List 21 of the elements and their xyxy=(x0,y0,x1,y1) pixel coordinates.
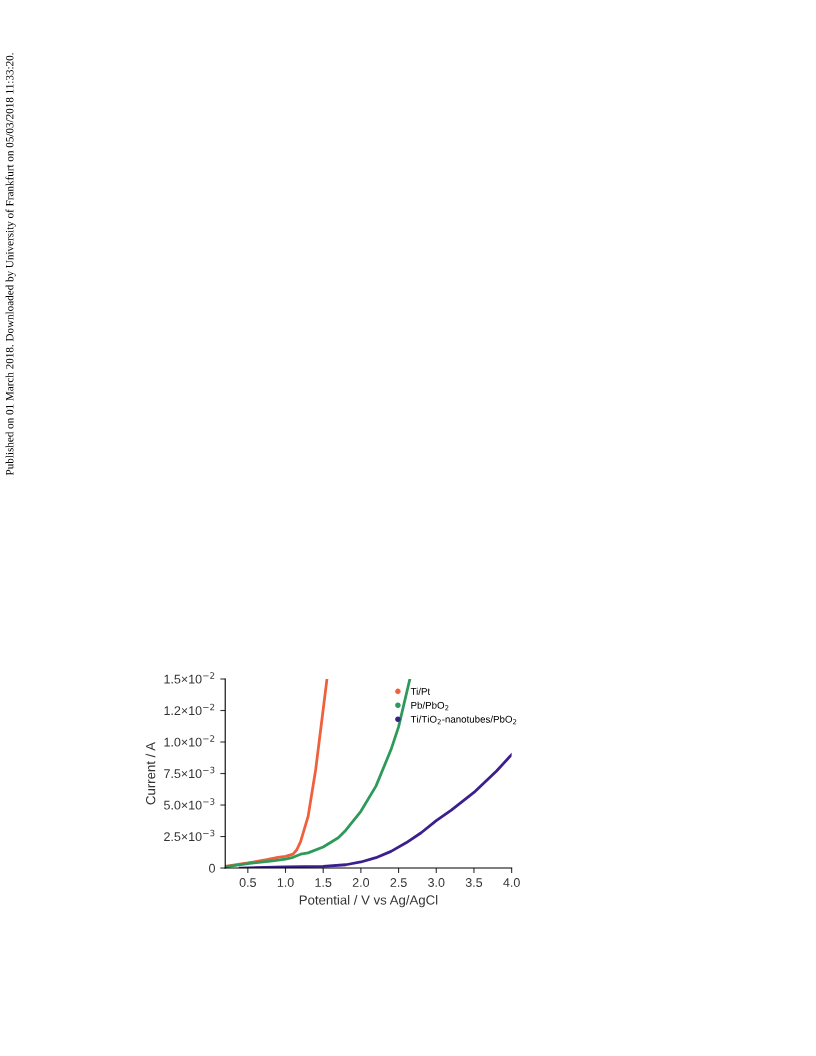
x-tick-label: 4.0 xyxy=(503,878,520,887)
x-tick-label: 1.5 xyxy=(315,878,332,887)
y-tick-label: 1.2×10$^{−2}$ xyxy=(164,703,215,716)
x-tick-label: 3.0 xyxy=(428,878,445,887)
y-tick-label: 5.0×10$^{−3}$ xyxy=(163,798,215,810)
x-tick-label: 0.5 xyxy=(239,878,256,887)
y-axis-title: Current / A xyxy=(145,742,156,805)
y-tick-label: 1.5×10$^{−2}$ xyxy=(164,672,215,684)
legend-label: Ti/TiO$_{2}$-nanotubes/PbO$_{2}$ xyxy=(410,715,517,725)
text: Published on 01 March 2018. Downloaded by University of Frankfurt on 05/03/2018 11:33:20. xyxy=(5,53,16,476)
y-tick-label: 7.5×10$^{−3}$ xyxy=(164,766,215,779)
y-tick-label: 1.0×10$^{−2}$ xyxy=(164,735,215,747)
legend-label: Ti/Pt xyxy=(410,687,431,695)
y-tick-label: 0 xyxy=(209,863,216,873)
x-axis-title: Potential / V vs Ag/AgCl xyxy=(299,894,438,908)
x-tick-label: 3.5 xyxy=(465,878,483,887)
x-tick-label: 1.0 xyxy=(277,878,294,887)
legend-label: Pb/PbO$_{2}$ xyxy=(411,701,449,711)
y-tick-label: 2.5×10$^{−3}$ xyxy=(164,829,215,842)
x-tick-label: 2.0 xyxy=(352,878,370,887)
x-tick-label: 2.5 xyxy=(390,878,407,887)
